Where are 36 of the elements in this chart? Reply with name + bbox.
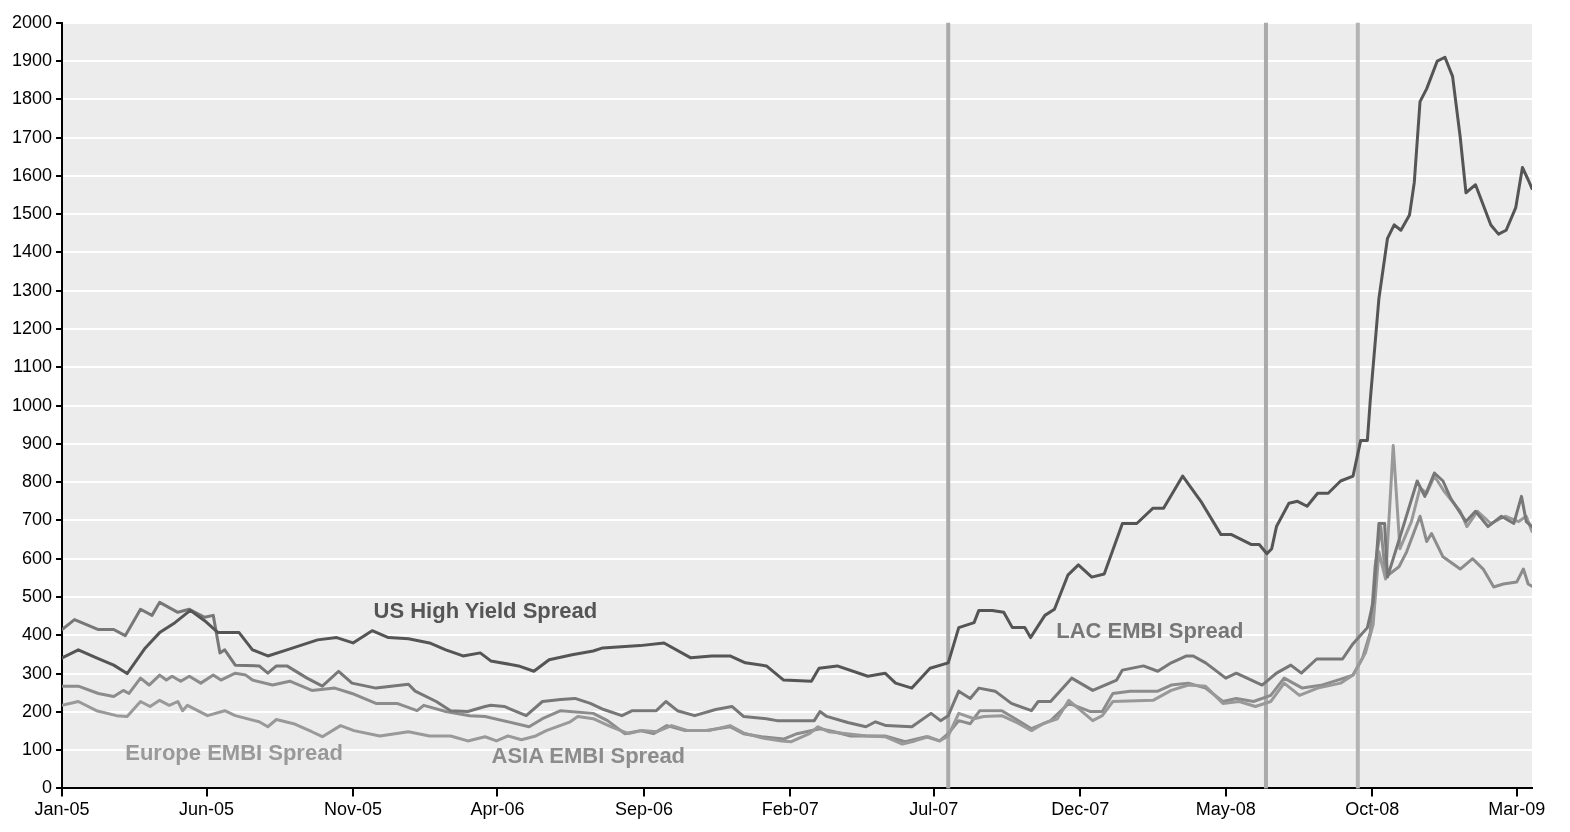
- y-tick-label: 100: [22, 739, 53, 760]
- y-tick-label: 300: [22, 662, 53, 683]
- y-tick-label: 1400: [12, 241, 53, 262]
- series-label: ASIA EMBI Spread: [491, 743, 686, 769]
- x-tick-label: Feb-07: [761, 799, 819, 820]
- y-tick-label: 700: [22, 509, 53, 530]
- y-tick-label: 1500: [12, 203, 53, 224]
- y-tick-label: 1900: [12, 50, 53, 71]
- y-tick-label: 500: [22, 585, 53, 606]
- x-tick-label: Sep-06: [614, 799, 673, 820]
- x-tick-label: Dec-07: [1051, 799, 1110, 820]
- y-tick-label: 400: [22, 624, 53, 645]
- y-tick-label: 1600: [12, 164, 53, 185]
- x-tick-label: May-08: [1195, 799, 1256, 820]
- y-tick-label: 0: [42, 777, 53, 798]
- x-tick-label: Jun-05: [179, 799, 235, 820]
- y-tick-label: 1100: [13, 356, 53, 377]
- x-tick-label: Jul-07: [909, 799, 959, 820]
- x-tick-label: Nov-05: [323, 799, 382, 820]
- x-tick-label: Oct-08: [1345, 799, 1400, 820]
- y-tick-label: 1200: [12, 318, 53, 339]
- y-tick-label: 1300: [12, 279, 53, 300]
- y-tick-label: 2000: [12, 11, 53, 32]
- y-tick-label: 1800: [12, 88, 53, 109]
- y-tick-label: 900: [22, 432, 53, 453]
- x-tick-label: Mar-09: [1488, 799, 1546, 820]
- x-tick-label: Apr-06: [470, 799, 525, 820]
- x-tick-label: Jan-05: [34, 799, 90, 820]
- series-label: US High Yield Spread: [373, 598, 598, 624]
- y-tick-label: 200: [22, 700, 53, 721]
- series-label: Europe EMBI Spread: [125, 740, 343, 766]
- y-tick-label: 600: [22, 547, 53, 568]
- series-label: LAC EMBI Spread: [1056, 617, 1244, 643]
- y-tick-label: 1700: [12, 126, 53, 147]
- y-tick-label: 800: [22, 471, 53, 492]
- y-tick-label: 1000: [12, 394, 53, 415]
